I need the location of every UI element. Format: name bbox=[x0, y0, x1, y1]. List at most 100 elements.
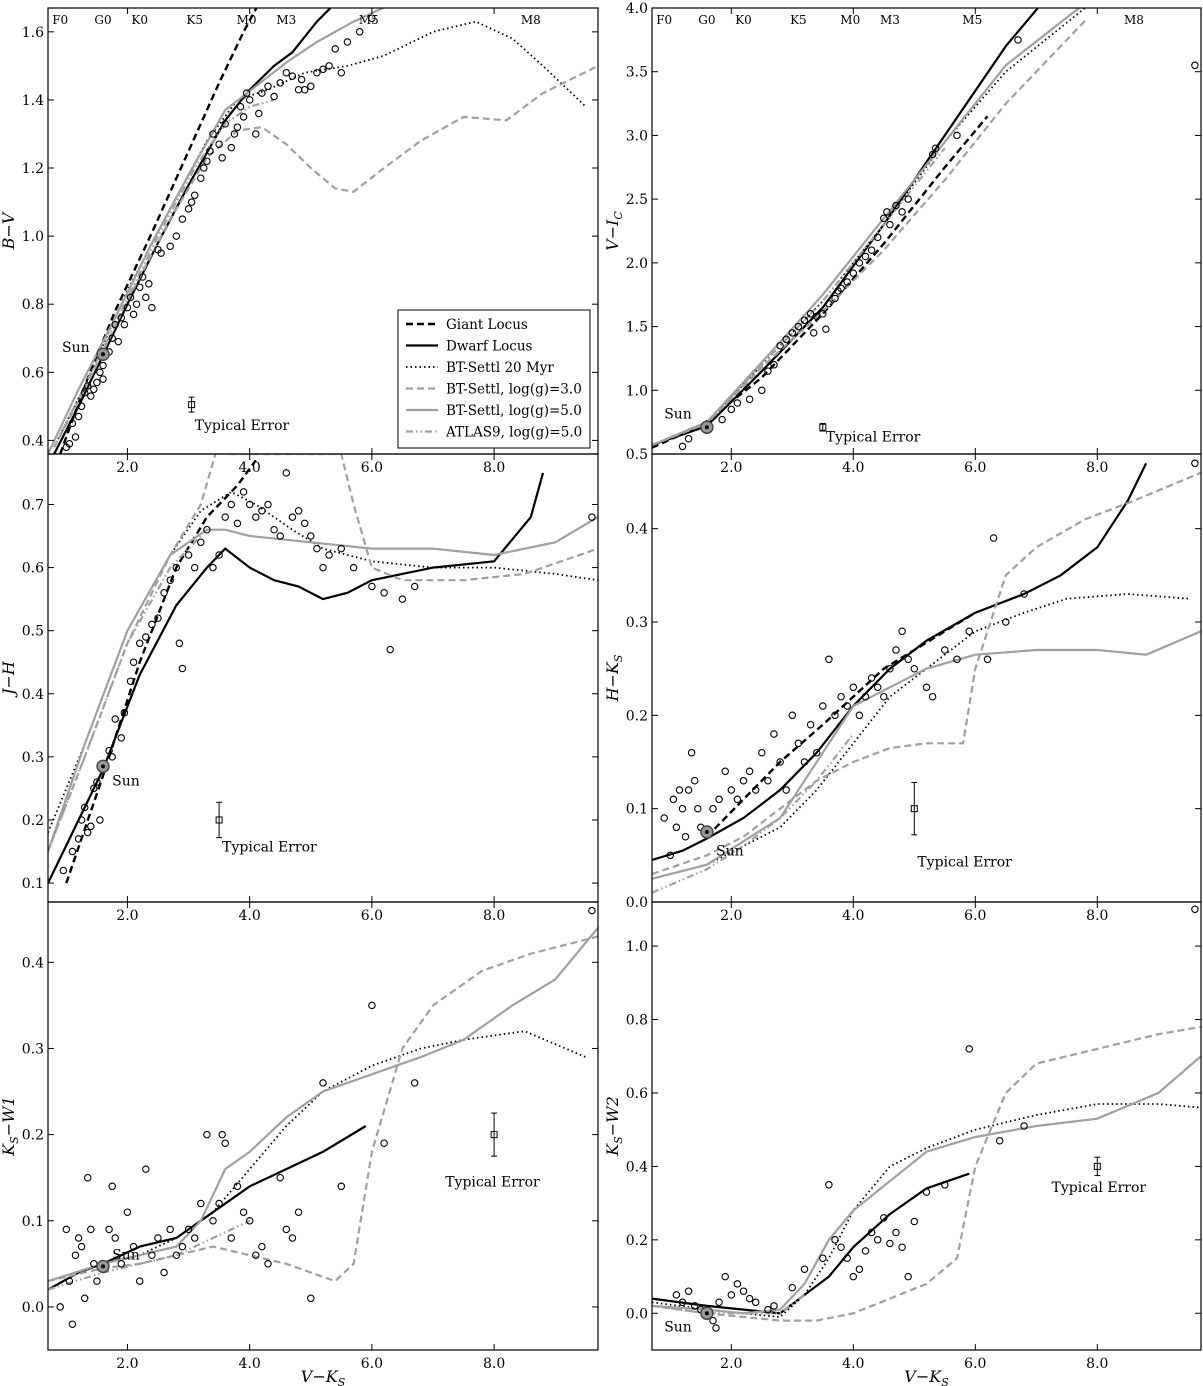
spectral-type-label: M8 bbox=[521, 13, 541, 27]
data-point bbox=[664, 457, 670, 463]
x-tick-label: 6.0 bbox=[964, 908, 986, 924]
y-tick-label: 1.5 bbox=[626, 320, 648, 336]
x-tick-label: 4.0 bbox=[239, 460, 261, 476]
data-point bbox=[965, 627, 973, 636]
sun-label: Sun bbox=[112, 1248, 140, 1264]
data-point bbox=[80, 1294, 89, 1303]
series-line-dwarf-locus bbox=[652, 462, 1148, 862]
data-point bbox=[709, 804, 717, 813]
data-point bbox=[812, 748, 821, 757]
y-tick-label: 2.5 bbox=[626, 192, 648, 208]
series-line-bt-settl-log-g-5-0 bbox=[48, 927, 598, 1283]
data-point bbox=[898, 1243, 906, 1251]
data-point bbox=[166, 242, 174, 251]
data-point bbox=[690, 1302, 699, 1310]
legend-label: Giant Locus bbox=[446, 317, 528, 333]
data-point bbox=[62, 1225, 71, 1234]
data-point bbox=[187, 198, 196, 206]
series-line-giant-locus bbox=[65, 459, 257, 884]
data-point bbox=[126, 677, 135, 685]
data-point bbox=[68, 847, 77, 856]
panel-hk: Sun Typical Error 0.0 0.1 0.2 0.3 0.4 2.0 4.0 6.0… bbox=[603, 453, 1202, 924]
sun-marker-center bbox=[704, 830, 709, 834]
data-point bbox=[111, 1234, 119, 1242]
data-point bbox=[218, 1130, 226, 1139]
data-point bbox=[117, 314, 126, 322]
series-line-atlas9-log-g-5-0 bbox=[652, 147, 946, 447]
plot-area bbox=[48, 906, 598, 1328]
data-point bbox=[886, 1239, 894, 1248]
data-point bbox=[172, 563, 181, 572]
y-tick-label: 1.0 bbox=[626, 383, 648, 399]
data-point bbox=[319, 563, 327, 572]
data-point bbox=[1020, 1122, 1028, 1130]
data-point bbox=[687, 748, 696, 757]
panel-frame bbox=[47, 901, 599, 1351]
data-point bbox=[892, 1228, 900, 1237]
data-point bbox=[239, 488, 248, 496]
x-tick-label: 8.0 bbox=[483, 460, 505, 476]
data-point bbox=[221, 1139, 229, 1147]
data-point bbox=[77, 402, 86, 411]
data-point bbox=[678, 804, 687, 813]
data-point bbox=[825, 1181, 833, 1189]
y-axis-label: V−IC bbox=[603, 211, 625, 251]
data-point bbox=[99, 361, 107, 370]
x-tick-label: 4.0 bbox=[842, 1356, 864, 1372]
y-tick-label: 0.1 bbox=[22, 1214, 44, 1230]
data-point bbox=[313, 544, 321, 553]
data-point bbox=[983, 655, 992, 664]
data-point bbox=[184, 551, 193, 559]
typical-error-label: Typical Error bbox=[826, 429, 921, 445]
data-point bbox=[953, 131, 961, 140]
legend-label: ATLAS9, log(g)=5.0 bbox=[445, 425, 582, 441]
data-point bbox=[126, 293, 135, 302]
series-line-dwarf-locus bbox=[652, 8, 1040, 447]
data-point bbox=[989, 534, 998, 542]
data-point bbox=[255, 109, 263, 118]
data-point bbox=[764, 776, 772, 785]
y-tick-label: 2.0 bbox=[626, 256, 648, 272]
spectral-type-label: M5 bbox=[359, 13, 379, 27]
error-marker bbox=[910, 805, 918, 813]
y-tick-label: 1.0 bbox=[22, 229, 44, 245]
data-point bbox=[74, 835, 83, 843]
data-point bbox=[694, 804, 702, 813]
data-point bbox=[135, 283, 144, 291]
data-point bbox=[129, 658, 138, 666]
data-point bbox=[203, 157, 211, 165]
series-line-bt-settl-log-g-3-0 bbox=[48, 454, 598, 852]
data-point bbox=[105, 1225, 113, 1234]
data-point bbox=[758, 748, 766, 757]
data-point bbox=[788, 1283, 797, 1292]
data-point bbox=[166, 1225, 174, 1234]
data-point bbox=[190, 563, 199, 572]
data-point bbox=[123, 1208, 132, 1216]
data-point bbox=[160, 589, 168, 597]
data-point bbox=[928, 692, 937, 701]
data-point bbox=[178, 215, 187, 223]
sun-label: Sun bbox=[716, 843, 744, 859]
data-point bbox=[782, 335, 790, 344]
data-point bbox=[349, 563, 358, 572]
data-point bbox=[812, 312, 821, 321]
data-point bbox=[245, 500, 254, 509]
data-point bbox=[368, 1001, 376, 1010]
sun-label: Sun bbox=[62, 340, 90, 356]
data-point bbox=[739, 776, 748, 785]
data-point bbox=[108, 753, 116, 761]
data-point bbox=[910, 664, 919, 673]
x-tick-label: 2.0 bbox=[720, 1356, 742, 1372]
typical-error-label: Typical Error bbox=[917, 855, 1012, 871]
data-point bbox=[206, 147, 214, 155]
series-line-bt-settl-log-g-3-0 bbox=[652, 471, 1201, 876]
data-point bbox=[843, 702, 851, 710]
data-point bbox=[733, 795, 742, 804]
legend-label: BT-Settl, log(g)=3.0 bbox=[446, 382, 582, 398]
data-point bbox=[886, 664, 894, 673]
data-point bbox=[300, 519, 309, 528]
data-point bbox=[928, 150, 937, 159]
data-point bbox=[197, 538, 205, 547]
data-point bbox=[806, 720, 815, 729]
data-point bbox=[712, 1324, 720, 1332]
